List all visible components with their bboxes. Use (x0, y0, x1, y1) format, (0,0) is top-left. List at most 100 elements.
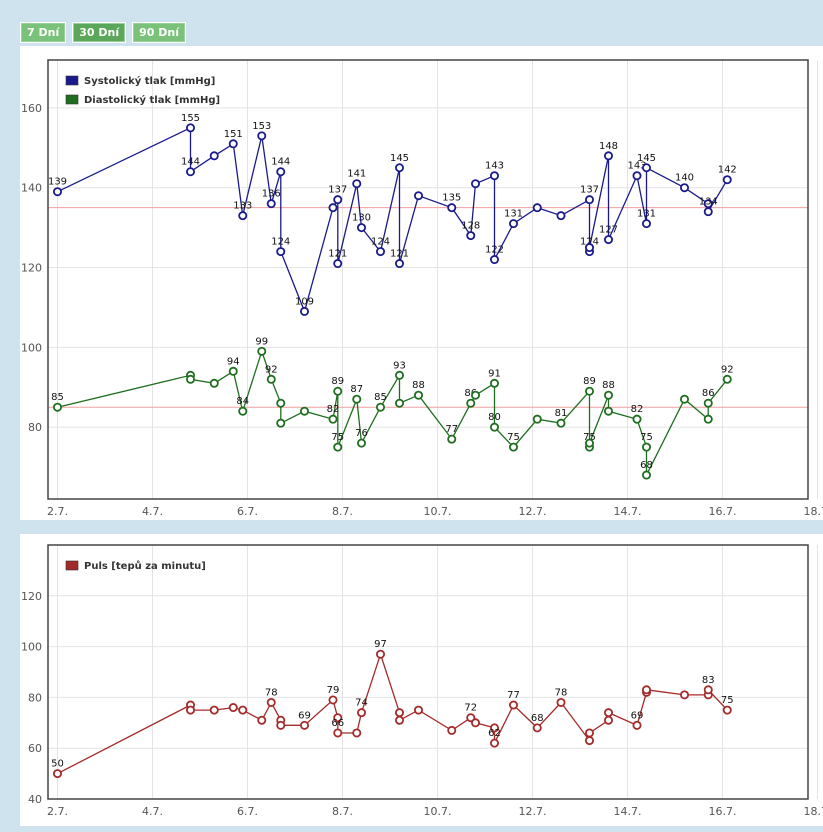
data-point (413, 191, 423, 201)
data-point (299, 406, 309, 416)
data-point (375, 402, 385, 412)
data-point (447, 725, 457, 735)
data-label: 143 (485, 161, 504, 172)
data-label: 94 (227, 356, 240, 367)
data-point (532, 723, 542, 733)
data-point (508, 442, 518, 452)
data-label: 88 (602, 380, 615, 391)
data-label: 81 (555, 408, 568, 419)
data-point (508, 700, 518, 710)
data-point (352, 394, 362, 404)
y-tick-label: 120 (21, 262, 42, 275)
data-label: 130 (352, 213, 371, 224)
data-point (680, 690, 690, 700)
data-label: 80 (488, 412, 501, 423)
series-line (57, 349, 728, 476)
data-point (604, 235, 614, 245)
x-tick-label: 12.7. (519, 505, 547, 518)
data-point (447, 434, 457, 444)
data-label: 131 (637, 209, 656, 220)
chart-grid (48, 60, 818, 499)
data-label: 84 (236, 396, 249, 407)
data-point (556, 211, 566, 221)
data-label: 78 (265, 687, 278, 698)
plot-frame (47, 544, 809, 800)
data-point (632, 720, 642, 730)
data-point (257, 346, 267, 356)
y-tick-label: 140 (21, 182, 42, 195)
data-point (394, 370, 404, 380)
x-tick-label: 10.7. (424, 505, 452, 518)
data-label: 87 (350, 384, 363, 395)
data-point (394, 708, 404, 718)
data-point (680, 183, 690, 193)
data-point (276, 418, 286, 428)
data-point (266, 697, 276, 707)
data-label: 50 (51, 759, 64, 770)
data-point (722, 705, 732, 715)
pulse-chart: 2.7. 4.7. 6.7. 8.7. 10.7. 12.7. 14.7. 16.7. 18.7… (21, 544, 823, 818)
data-label: 82 (631, 404, 644, 415)
data-point (276, 720, 286, 730)
data-point (703, 207, 713, 217)
data-point (375, 649, 385, 659)
x-tick-label: 4.7. (142, 505, 163, 518)
data-label: 137 (328, 185, 347, 196)
data-label: 75 (583, 432, 596, 443)
data-label: 131 (504, 209, 523, 220)
data-label: 122 (485, 245, 504, 256)
series-0: 1391551441511331531361441241091371211411… (48, 113, 737, 316)
data-label: 89 (331, 376, 344, 387)
x-tick-label: 14.7. (614, 505, 642, 518)
data-label: 155 (181, 113, 200, 124)
data-point (228, 139, 238, 149)
data-point (585, 736, 595, 746)
data-point (470, 718, 480, 728)
data-label: 69 (631, 710, 644, 721)
series-0: 50 78 69 79 66 74 97 72 62 77 68 78 69 83 75 (51, 639, 734, 779)
data-label: 144 (181, 157, 200, 168)
x-tick-label: 12.7. (519, 805, 547, 818)
data-point (299, 720, 309, 730)
x-tick-label: 8.7. (332, 805, 353, 818)
data-point (642, 219, 652, 229)
data-point (209, 705, 219, 715)
tab-30-days[interactable]: 30 Dní (72, 22, 127, 43)
data-label: 141 (347, 169, 366, 180)
data-label: 74 (355, 698, 368, 709)
data-point (209, 378, 219, 388)
data-point (489, 738, 499, 748)
data-point (299, 306, 309, 316)
data-point (489, 378, 499, 388)
tab-7-days[interactable]: 7 Dní (20, 22, 67, 43)
data-label: 78 (555, 687, 568, 698)
data-label: 139 (48, 177, 67, 188)
data-point (413, 705, 423, 715)
data-point (604, 390, 614, 400)
data-label: 75 (640, 432, 653, 443)
data-label: 85 (374, 392, 387, 403)
data-point (238, 211, 248, 221)
data-label: 79 (327, 685, 340, 696)
data-point (466, 231, 476, 241)
legend-swatch (65, 75, 79, 86)
data-point (328, 695, 338, 705)
data-point (375, 247, 385, 257)
data-point (703, 398, 713, 408)
data-point (356, 708, 366, 718)
data-point (604, 708, 614, 718)
data-point (394, 715, 404, 725)
tab-90-days[interactable]: 90 Dní (132, 22, 186, 43)
data-point (508, 219, 518, 229)
data-label: 92 (265, 364, 278, 375)
y-tick-label: 100 (21, 341, 42, 354)
data-point (470, 179, 480, 189)
data-point (489, 422, 499, 432)
data-label: 128 (461, 221, 480, 232)
data-point (266, 199, 276, 209)
data-label: 83 (702, 675, 715, 686)
blood-pressure-chart: 2.7. 4.7. 6.7. 8.7. 10.7. 12.7. 14.7. 16.7. 18.7… (21, 59, 823, 518)
data-label: 153 (252, 121, 271, 132)
data-label: 72 (464, 703, 477, 714)
data-point (489, 723, 499, 733)
